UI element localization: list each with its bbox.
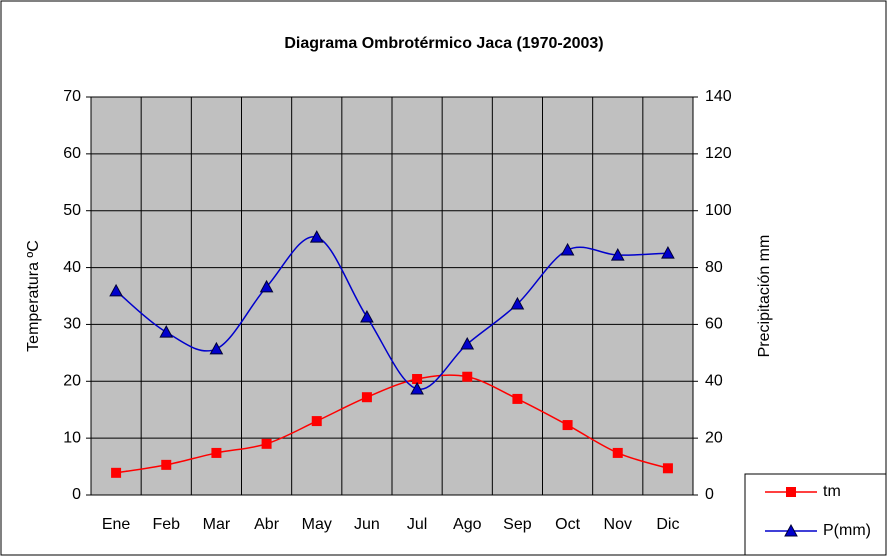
- legend-marker: [786, 487, 796, 497]
- point: [512, 393, 523, 404]
- y-tick-label: 20: [63, 373, 81, 390]
- y2-tick-label: 100: [705, 202, 732, 219]
- y2-tick-label: 0: [705, 486, 714, 503]
- point: [311, 416, 322, 427]
- x-tick-label: Dic: [656, 516, 679, 533]
- point: [662, 463, 673, 474]
- point: [410, 381, 424, 395]
- point: [261, 438, 272, 449]
- point: [412, 374, 423, 385]
- point: [159, 325, 174, 338]
- point: [510, 296, 525, 310]
- point: [209, 341, 224, 355]
- x-tick-label: Ene: [102, 516, 131, 533]
- y2-tick-label: 120: [705, 145, 732, 162]
- y-tick-label: 60: [63, 145, 81, 162]
- y2-tick-label: 140: [705, 88, 732, 105]
- y-axis-label: Temperatura ºC: [25, 240, 42, 352]
- point: [661, 246, 675, 259]
- legend-marker: [784, 523, 798, 537]
- y-tick-label: 0: [72, 486, 81, 503]
- legend-label: P(mm): [823, 522, 871, 539]
- point: [211, 447, 222, 458]
- y-tick-label: 30: [63, 316, 81, 333]
- x-tick-label: Oct: [555, 516, 580, 533]
- point: [361, 392, 372, 403]
- point: [309, 230, 324, 243]
- x-tick-label: Abr: [254, 516, 280, 533]
- point: [259, 279, 274, 293]
- point: [460, 337, 475, 350]
- point: [560, 242, 575, 256]
- legend: [744, 473, 887, 556]
- x-tick-label: May: [302, 516, 332, 533]
- x-tick-label: Sep: [503, 516, 532, 533]
- y-tick-label: 40: [63, 259, 81, 276]
- y2-tick-label: 60: [705, 316, 723, 333]
- y2-axis-label: Precipitación mm: [756, 235, 773, 358]
- point: [562, 420, 573, 431]
- y2-tick-label: 80: [705, 259, 723, 276]
- y2-tick-label: 20: [705, 429, 723, 446]
- x-tick-label: Feb: [152, 516, 180, 533]
- y-tick-label: 10: [63, 429, 81, 446]
- point: [462, 371, 473, 382]
- x-tick-label: Nov: [604, 516, 632, 533]
- x-tick-label: Mar: [203, 516, 231, 533]
- legend-label: tm: [823, 483, 841, 500]
- x-tick-label: Jun: [354, 516, 380, 533]
- chart-title: Diagrama Ombrotérmico Jaca (1970-2003): [284, 35, 603, 52]
- y2-tick-label: 40: [705, 373, 723, 390]
- point: [161, 459, 172, 470]
- x-tick-label: Ago: [453, 516, 482, 533]
- point: [612, 447, 623, 458]
- y-tick-label: 50: [63, 202, 81, 219]
- point: [109, 283, 123, 297]
- point: [360, 309, 374, 323]
- point: [610, 248, 625, 261]
- y-tick-label: 70: [63, 88, 81, 105]
- point: [111, 467, 122, 478]
- x-tick-label: Jul: [407, 516, 427, 533]
